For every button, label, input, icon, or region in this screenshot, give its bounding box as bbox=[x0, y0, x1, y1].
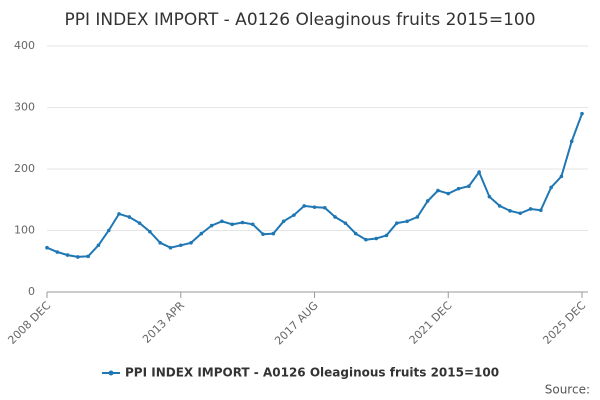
point bbox=[117, 212, 121, 216]
point bbox=[477, 170, 481, 174]
point bbox=[322, 205, 327, 210]
point bbox=[487, 194, 492, 199]
point bbox=[106, 228, 111, 233]
point bbox=[281, 219, 286, 224]
point bbox=[374, 236, 379, 241]
point bbox=[302, 204, 307, 208]
source: Source: bbox=[545, 383, 590, 397]
point bbox=[559, 174, 564, 179]
x-tick-label: 2008 DEC bbox=[5, 299, 53, 347]
legend-marker bbox=[108, 370, 114, 376]
point bbox=[395, 221, 399, 225]
point bbox=[333, 215, 337, 219]
point bbox=[86, 254, 90, 259]
point bbox=[384, 233, 389, 238]
point bbox=[497, 204, 502, 208]
point bbox=[364, 237, 368, 242]
legend-label: PPI INDEX IMPORT - A0126 Oleaginous frui… bbox=[125, 366, 499, 380]
point bbox=[65, 253, 70, 257]
point bbox=[518, 211, 523, 216]
y-tick-label: 200 bbox=[14, 162, 35, 175]
point bbox=[549, 185, 553, 190]
point bbox=[261, 232, 265, 236]
point bbox=[137, 221, 142, 225]
point bbox=[230, 222, 234, 227]
point bbox=[220, 219, 224, 224]
point bbox=[250, 222, 255, 227]
point bbox=[178, 243, 183, 248]
point bbox=[528, 207, 533, 211]
point bbox=[158, 241, 162, 245]
point bbox=[199, 231, 204, 236]
point bbox=[405, 219, 409, 224]
point bbox=[456, 186, 461, 191]
chart-title: PPI INDEX IMPORT - A0126 Oleaginous frui… bbox=[64, 10, 535, 30]
x-tick-label: 2025 DEC bbox=[540, 299, 588, 347]
point bbox=[539, 208, 543, 213]
point bbox=[312, 205, 317, 209]
point bbox=[292, 213, 296, 217]
point bbox=[580, 111, 584, 116]
point bbox=[271, 231, 276, 236]
point bbox=[508, 209, 512, 213]
point bbox=[189, 241, 193, 245]
point bbox=[45, 245, 49, 250]
point bbox=[446, 191, 451, 196]
x-tick-label: 2013 APR bbox=[140, 299, 187, 346]
y-tick-label: 0 bbox=[28, 285, 35, 298]
point bbox=[168, 245, 173, 250]
point bbox=[353, 231, 358, 236]
point bbox=[127, 215, 132, 219]
point bbox=[425, 199, 430, 203]
point bbox=[55, 250, 60, 254]
point bbox=[415, 215, 420, 219]
point bbox=[467, 184, 471, 189]
line bbox=[46, 113, 583, 258]
point bbox=[76, 255, 80, 259]
y-tick-label: 100 bbox=[14, 224, 35, 237]
point bbox=[209, 223, 214, 228]
point bbox=[148, 229, 152, 234]
x-tick-label: 2017 AUG bbox=[272, 299, 321, 348]
point bbox=[96, 243, 101, 248]
y-tick-label: 300 bbox=[14, 101, 35, 114]
x-tick-label: 2021 DEC bbox=[407, 299, 455, 347]
y-tick-label: 400 bbox=[14, 39, 35, 52]
point bbox=[569, 139, 574, 144]
point bbox=[343, 221, 348, 225]
point bbox=[240, 220, 245, 225]
point bbox=[436, 188, 440, 193]
